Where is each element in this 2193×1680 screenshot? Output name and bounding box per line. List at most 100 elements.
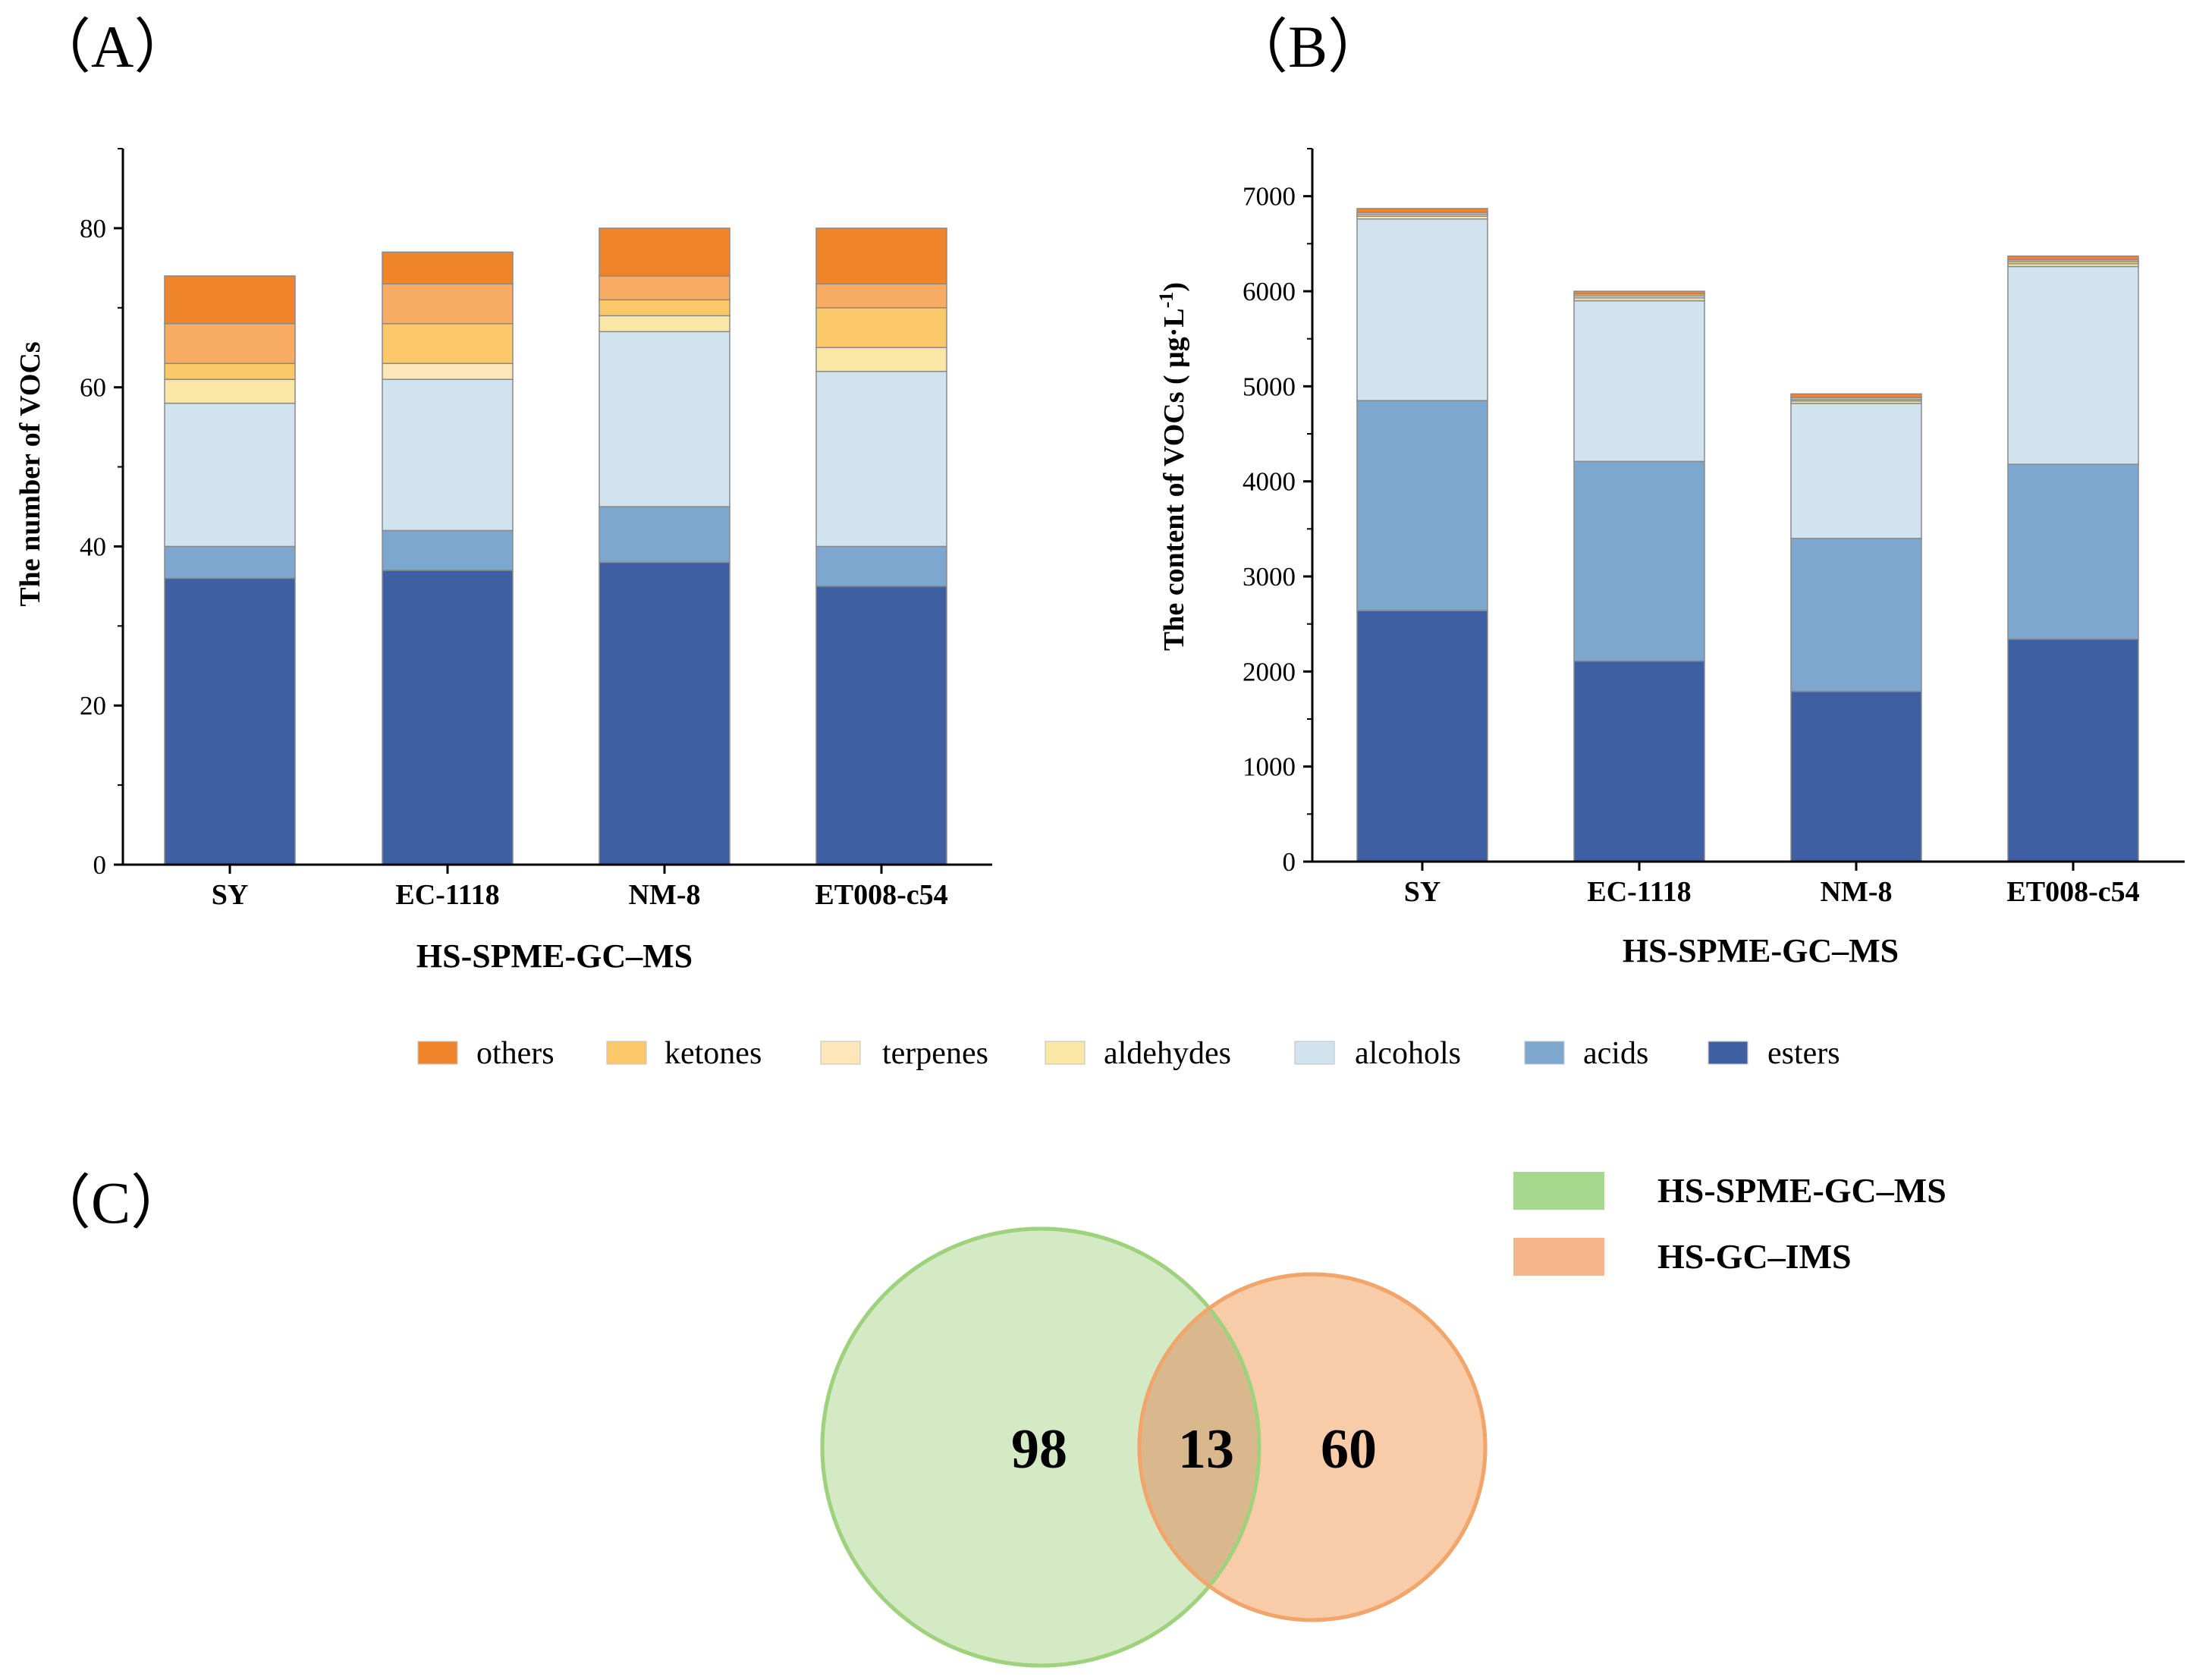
bar-ET008-c54-others — [815, 228, 947, 285]
bar-ET008-c54-acids_light — [815, 283, 947, 309]
bar-EC-1118-acids_light — [382, 283, 514, 325]
bar-SY-esters — [164, 577, 296, 865]
bar-SY-alcohols — [1356, 218, 1488, 401]
chart-a-ylabel: The number of VOCs — [14, 341, 46, 606]
x-tick-label: NM-8 — [1821, 876, 1893, 908]
category-legend: others ketones terpenes aldehydes alcohols ac… — [417, 1036, 1840, 1071]
bar-SY-others — [164, 275, 296, 325]
legend-label-others: others — [476, 1036, 555, 1071]
venn-circle-hs-spme-outline — [820, 1226, 1261, 1668]
panel-label-a: （A） — [32, 14, 193, 80]
bar-NM-8-acids — [599, 506, 730, 564]
venn-legend-swatch-1 — [1513, 1172, 1604, 1210]
y-tick-label: 6000 — [1243, 277, 1296, 306]
y-tick-label: 0 — [1283, 847, 1296, 877]
bar-NM-8-others — [1790, 393, 1922, 399]
chart-b-bars — [1356, 208, 2139, 862]
legend-swatch-ketones — [606, 1041, 647, 1065]
bar-SY-alcohols — [164, 402, 296, 548]
bar-NM-8-others — [599, 228, 730, 277]
venn-legend-label-2: HS-GC–IMS — [1657, 1237, 1852, 1276]
bar-ET008-c54-ketones — [815, 307, 947, 348]
bar-ET008-c54-acids — [815, 545, 947, 587]
y-tick-label: 0 — [93, 850, 107, 880]
legend-swatch-esters — [1708, 1041, 1748, 1065]
x-tick-label: SY — [1404, 876, 1441, 908]
y-tick-label: 40 — [80, 532, 106, 561]
chart-a-bars — [164, 228, 947, 865]
y-tick-label: 60 — [80, 373, 106, 403]
chart-b-ylabel-main: The content of VOCs ( μg·L — [1158, 308, 1190, 651]
chart-a-xlabel: HS-SPME-GC–MS — [416, 937, 693, 975]
bar-SY-acids_light — [164, 323, 296, 364]
venn-overlap-region — [1139, 1274, 1259, 1620]
bar-NM-8-alcohols — [1790, 403, 1922, 539]
legend-swatch-others — [417, 1041, 458, 1065]
x-tick-label: ET008-c54 — [815, 879, 947, 911]
venn-left-count: 98 — [1011, 1418, 1067, 1481]
chart-a: SY EC-1118 NM-8 ET008-c54 0 20 40 60 80 The numb… — [14, 148, 992, 975]
bar-EC-1118-ketones — [382, 323, 514, 364]
bar-ET008-c54-alcohols — [2007, 265, 2139, 465]
legend-swatch-aldehydes — [1045, 1041, 1086, 1065]
legend-swatch-alcohols — [1294, 1041, 1335, 1065]
panel-label-c: （C） — [32, 1170, 190, 1236]
y-tick-label: 2000 — [1243, 657, 1296, 686]
venn-legend-swatch-2 — [1513, 1238, 1604, 1276]
y-tick-label: 1000 — [1243, 752, 1296, 782]
legend-label-acids: acids — [1583, 1036, 1648, 1071]
bar-SY-esters — [1356, 610, 1488, 862]
bar-NM-8-acids — [1790, 538, 1922, 692]
legend-label-esters: esters — [1767, 1036, 1840, 1071]
bar-EC-1118-esters — [1573, 660, 1705, 862]
venn-legend: HS-SPME-GC–MS HS-GC–IMS — [1513, 1171, 1946, 1276]
bar-NM-8-esters — [599, 561, 730, 865]
x-tick-label: EC-1118 — [395, 879, 499, 911]
bar-NM-8-esters — [1790, 690, 1922, 862]
bar-EC-1118-acids — [1573, 460, 1705, 662]
bar-SY-aldehydes — [164, 378, 296, 404]
chart-b: SY EC-1118 NM-8 ET008-c54 0 1000 2000 3000 4000 5… — [1155, 148, 2185, 969]
x-tick-label: ET008-c54 — [2006, 876, 2139, 908]
bar-EC-1118-esters — [382, 570, 514, 865]
venn-right-count: 60 — [1321, 1418, 1377, 1481]
bar-EC-1118-terpenes — [382, 363, 514, 380]
bar-NM-8-acids_light — [599, 275, 730, 301]
bar-EC-1118-alcohols — [1573, 300, 1705, 463]
x-tick-label: NM-8 — [629, 879, 701, 911]
legend-swatch-terpenes — [820, 1041, 861, 1065]
y-tick-label: 5000 — [1243, 372, 1296, 401]
bar-EC-1118-others — [382, 251, 514, 285]
panel-label-b: （B） — [1229, 14, 1387, 80]
venn-legend-label-1: HS-SPME-GC–MS — [1657, 1171, 1946, 1210]
bar-ET008-c54-others — [2007, 255, 2139, 261]
x-tick-label: EC-1118 — [1587, 876, 1691, 908]
chart-a-axes: SY EC-1118 NM-8 ET008-c54 0 20 40 60 80 — [80, 148, 992, 911]
chart-b-axes: SY EC-1118 NM-8 ET008-c54 0 1000 2000 3000 4000 5… — [1243, 148, 2185, 908]
y-tick-label: 80 — [80, 214, 106, 243]
chart-b-ylabel: The content of VOCs ( μg·L-1) — [1155, 282, 1191, 651]
bar-SY-others — [1356, 208, 1488, 213]
venn-circle-hs-gc-ims-outline — [1137, 1272, 1488, 1622]
bar-ET008-c54-aldehydes — [815, 347, 947, 372]
legend-label-aldehydes: aldehydes — [1104, 1036, 1231, 1071]
bar-EC-1118-alcohols — [382, 378, 514, 532]
y-tick-label: 3000 — [1243, 562, 1296, 592]
legend-swatch-acids — [1524, 1041, 1565, 1065]
chart-b-ylabel-end: ) — [1158, 282, 1190, 292]
bar-SY-ketones — [164, 363, 296, 380]
bar-ET008-c54-esters — [815, 586, 947, 865]
chart-b-xlabel: HS-SPME-GC–MS — [1623, 932, 1899, 969]
bar-ET008-c54-acids — [2007, 463, 2139, 640]
bar-SY-acids — [164, 545, 296, 579]
legend-label-alcohols: alcohols — [1355, 1036, 1461, 1071]
y-tick-label: 20 — [80, 691, 106, 721]
y-tick-label: 4000 — [1243, 467, 1296, 497]
bar-ET008-c54-alcohols — [815, 370, 947, 548]
x-tick-label: SY — [212, 879, 249, 911]
bar-NM-8-ketones — [599, 299, 730, 317]
bar-SY-acids — [1356, 400, 1488, 611]
legend-label-ketones: ketones — [664, 1036, 762, 1071]
bar-EC-1118-others — [1573, 290, 1705, 295]
legend-label-terpenes: terpenes — [882, 1036, 988, 1071]
